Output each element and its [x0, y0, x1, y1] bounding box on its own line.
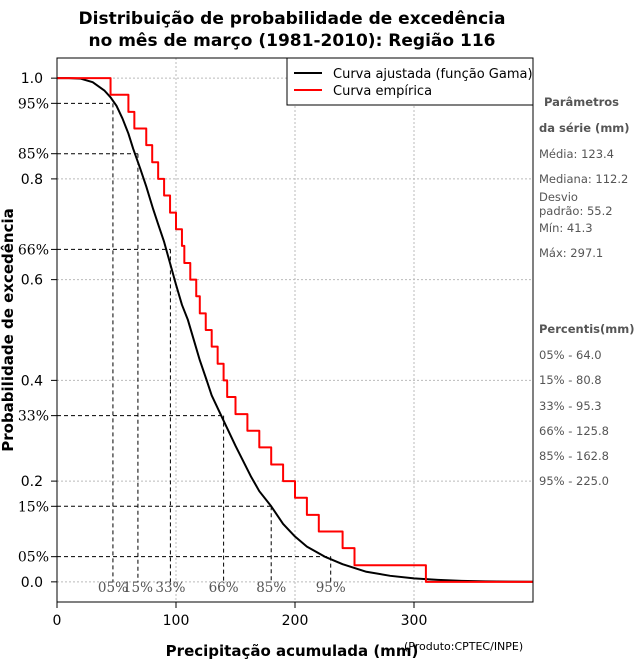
y-tick-label: 0.4	[21, 373, 43, 389]
params-title-2: da série (mm)	[539, 121, 630, 135]
legend-box	[286, 57, 534, 106]
x-axis: 0 100 200 300	[53, 602, 428, 629]
params-title-1: Parâmetros	[544, 95, 619, 109]
chart-title-line-1: Distribuição de probabilidade de excedên…	[79, 9, 506, 29]
legend-entry-empirical: Curva empírica	[333, 84, 432, 99]
percentile-x-label: 05%	[98, 580, 128, 596]
percentile-guides	[57, 102, 332, 582]
x-axis-title: Precipitação acumulada (mm)	[166, 642, 419, 660]
percentile-x-labels: 05%15% 33% 66% 85% 95%	[98, 580, 346, 596]
legend-entry-fitted: Curva ajustada (função Gama)	[333, 67, 533, 82]
y-pct-tick-label: 05%	[18, 550, 49, 566]
x-tick-label: 200	[282, 613, 309, 629]
y-tick-label: 0.6	[21, 273, 43, 289]
param-max: Máx: 297.1	[539, 246, 603, 260]
y-tick-label: 0.0	[21, 575, 43, 591]
legend: Curva ajustada (função Gama) Curva empír…	[286, 57, 534, 106]
y-tick-label: 0.2	[21, 474, 43, 490]
x-tick-label: 300	[401, 613, 428, 629]
credit-label: (Produto:CPTEC/INPE)	[404, 640, 523, 653]
y-pct-tick-label: 15%	[18, 499, 49, 515]
percentil-05: 05% - 64.0	[539, 348, 602, 362]
y-pct-tick-label: 33%	[18, 409, 49, 425]
param-desvio-2: padrão: 55.2	[539, 204, 613, 218]
chart-title-line-2: no mês de março (1981-2010): Região 116	[89, 31, 496, 51]
percentil-95: 95% - 225.0	[539, 474, 609, 488]
y-pct-tick-label: 95%	[18, 96, 49, 112]
y-pct-tick-label: 66%	[18, 242, 49, 258]
series-line-fitted	[57, 77, 534, 583]
y-axis-title: Probabilidade de excedência	[0, 208, 17, 452]
param-min: Mín: 41.3	[539, 221, 593, 235]
grid-lines	[56, 58, 534, 602]
percentil-33: 33% - 95.3	[539, 399, 602, 413]
param-mediana: Mediana: 112.2	[539, 172, 628, 186]
x-tick-label: 0	[53, 613, 62, 629]
percentile-x-label: 33%	[155, 580, 185, 596]
series-layer	[57, 77, 534, 583]
y-pct-tick-label: 85%	[18, 147, 49, 163]
param-desvio-1: Desvio	[539, 190, 578, 204]
y-tick-label: 0.8	[21, 172, 43, 188]
percentil-66: 66% - 125.8	[539, 424, 609, 438]
param-media: Média: 123.4	[539, 147, 614, 161]
percentil-85: 85% - 162.8	[539, 449, 609, 463]
percentile-x-label: 85%	[256, 580, 286, 596]
percentile-x-label: 15%	[123, 580, 153, 596]
side-panel: Parâmetros da série (mm) Média: 123.4 Me…	[539, 95, 634, 488]
percentile-x-label: 95%	[316, 580, 346, 596]
y-axis: 0.0 0.2 0.4 0.6 0.8 1.0 05% 15% 33% 66% 85% 95%	[18, 71, 57, 591]
percentile-x-label: 66%	[209, 580, 239, 596]
x-tick-label: 100	[163, 613, 190, 629]
y-tick-label: 1.0	[21, 71, 43, 87]
series-line-empirical	[57, 77, 533, 583]
percentil-15: 15% - 80.8	[539, 373, 602, 387]
percentis-title: Percentis(mm)	[539, 322, 634, 336]
